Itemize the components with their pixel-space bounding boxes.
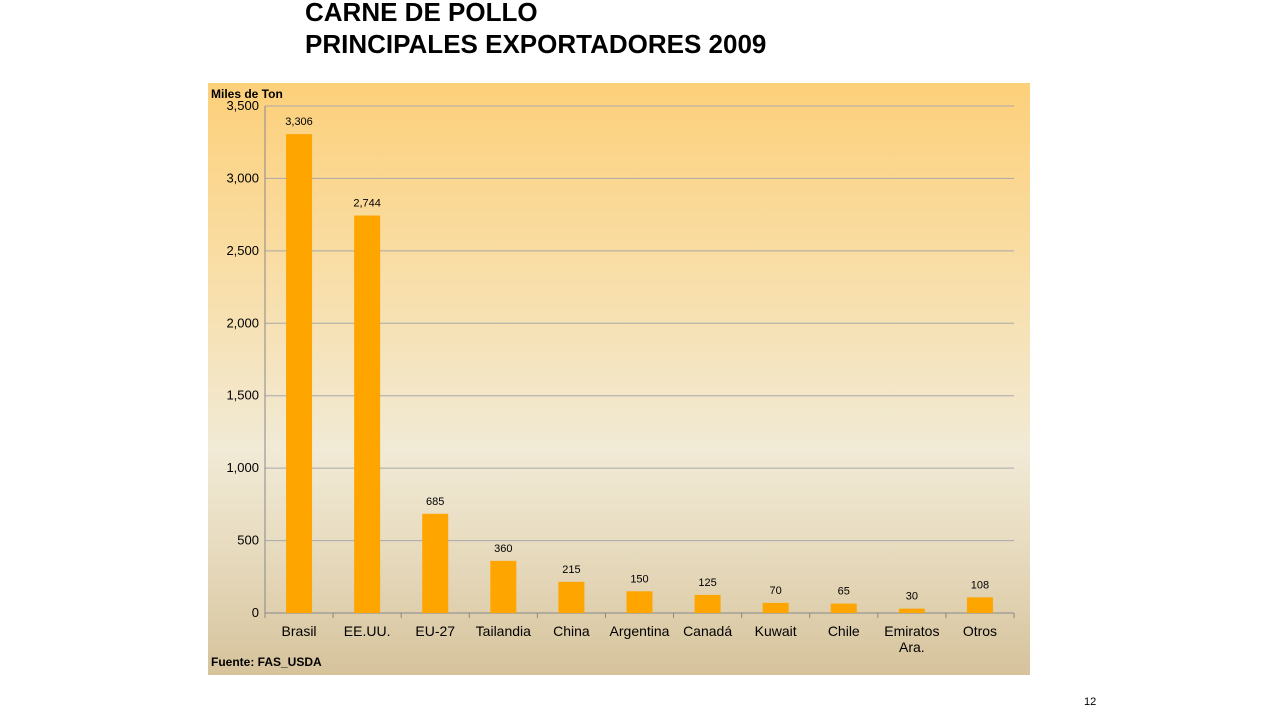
data-label: 65 [838, 586, 850, 598]
x-tick-label: Otros [963, 623, 997, 639]
x-tick-label: Chile [828, 623, 860, 639]
y-tick-label: 3,000 [226, 170, 259, 185]
data-labels: 3,306 2,744 685 360 215 150 125 70 65 30 108 [285, 116, 989, 603]
slide-title: CARNE DE POLLO PRINCIPALES EXPORTADORES … [305, 0, 766, 60]
x-tick-label: EE.UU. [344, 623, 391, 639]
data-label: 360 [494, 543, 512, 555]
data-label: 70 [770, 585, 782, 597]
x-axis-ticks: Brasil EE.UU. EU-27 Tailandia China Argentina… [282, 623, 998, 655]
bar [898, 608, 925, 613]
bar [558, 581, 585, 613]
x-tick-label: Brasil [282, 623, 317, 639]
bar [830, 603, 857, 613]
bar-chart: Miles de Ton Fuente: FAS_USDA 0 500 1,000 1… [211, 87, 1015, 669]
x-tick-label: China [553, 623, 590, 639]
data-label: 125 [698, 577, 716, 589]
slide-title-line-2: PRINCIPALES EXPORTADORES 2009 [305, 29, 767, 59]
x-tick-label: Kuwait [755, 623, 797, 639]
y-tick-label: 1,500 [226, 388, 259, 403]
y-axis-title: Miles de Ton [211, 87, 283, 101]
bar [490, 560, 517, 613]
y-tick-label: 3,500 [226, 98, 259, 113]
x-tick-label: Argentina [610, 623, 670, 639]
bar [286, 134, 313, 613]
bar [422, 513, 449, 613]
data-label: 30 [906, 591, 918, 603]
y-tick-label: 2,500 [226, 243, 259, 258]
data-label: 150 [630, 573, 648, 585]
chart-panel: Miles de Ton Fuente: FAS_USDA 0 500 1,000 1… [208, 83, 1030, 675]
y-tick-label: 0 [252, 605, 259, 620]
data-label: 2,744 [353, 198, 381, 210]
data-label: 215 [562, 564, 580, 576]
bars [286, 134, 993, 613]
bar [626, 591, 653, 613]
y-tick-label: 500 [237, 533, 259, 548]
data-label: 108 [971, 579, 989, 591]
x-tick-label: Canadá [683, 623, 732, 639]
data-label: 3,306 [285, 116, 313, 128]
x-tick-label: Emiratos [884, 623, 939, 639]
bar [354, 215, 381, 613]
slide-title-line-1: CARNE DE POLLO [305, 0, 538, 27]
x-tick-label: EU-27 [415, 623, 455, 639]
page-number: 12 [1084, 696, 1097, 708]
data-label: 685 [426, 496, 444, 508]
x-tick-label: Tailandia [476, 623, 531, 639]
bar [694, 594, 721, 613]
y-tick-label: 1,000 [226, 460, 259, 475]
chart-source-note: Fuente: FAS_USDA [211, 655, 322, 669]
y-tick-label: 2,000 [226, 315, 259, 330]
bar [966, 597, 993, 613]
x-tick-label: Ara. [899, 639, 925, 655]
bar [762, 602, 789, 613]
y-axis-ticks: 0 500 1,000 1,500 2,000 2,500 3,000 3,500 [226, 98, 259, 620]
